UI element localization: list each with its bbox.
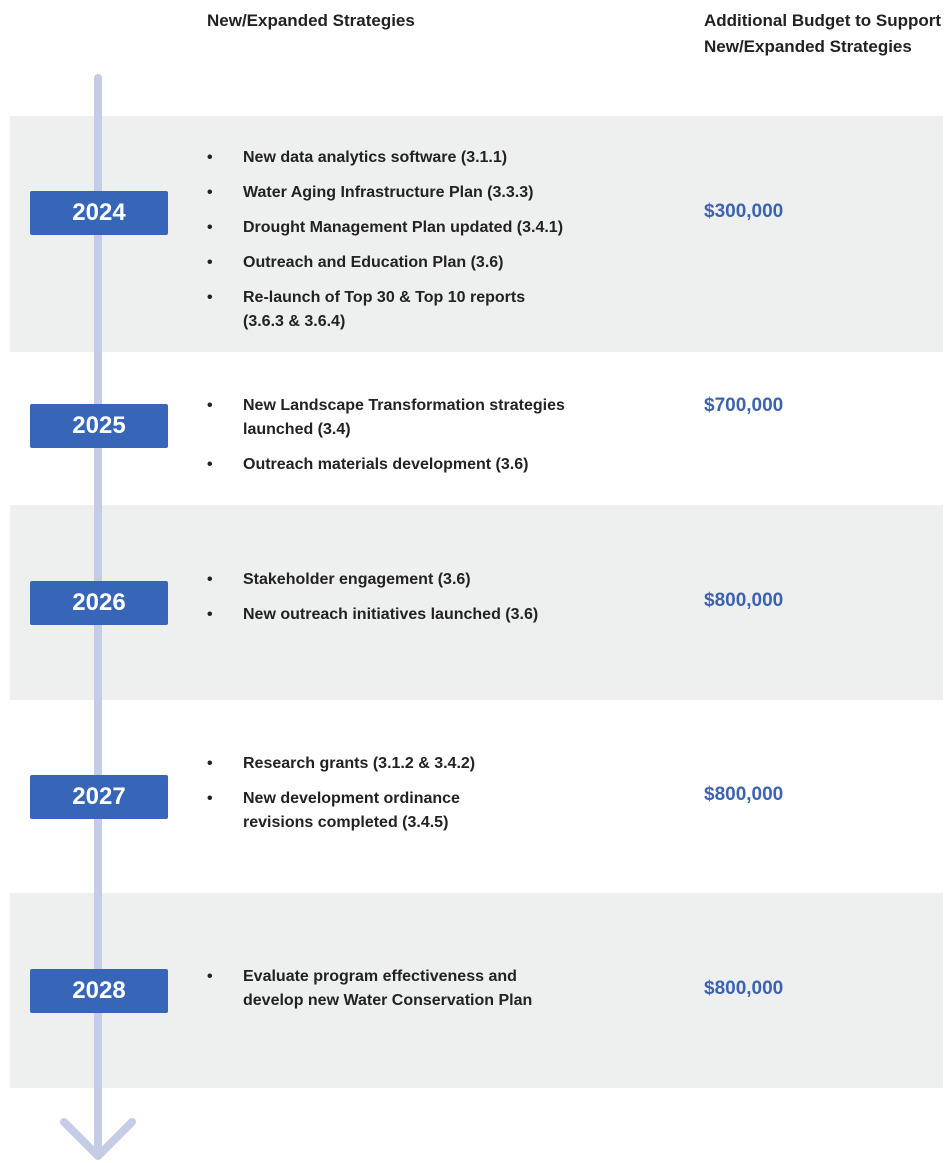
strategy-item: New Landscape Transformation strategies …	[205, 394, 565, 442]
strategy-item: Outreach and Education Plan (3.6)	[205, 251, 563, 275]
strategy-list: Stakeholder engagement (3.6) New outreach…	[205, 568, 538, 638]
budget-amount: $800,000	[704, 978, 784, 999]
arrow-head	[60, 1118, 136, 1160]
strategies-header: New/Expanded Strategies	[207, 11, 415, 30]
strategy-item: New data analytics software (3.1.1)	[205, 146, 563, 170]
strategy-item: Outreach materials development (3.6)	[205, 453, 565, 477]
budget-amount: $700,000	[704, 395, 784, 416]
strategy-item: New outreach initiatives launched (3.6)	[205, 603, 538, 627]
strategy-item: Evaluate program effectiveness and devel…	[205, 965, 532, 1013]
budget-amount: $800,000	[704, 784, 784, 805]
strategy-item: Research grants (3.1.2 & 3.4.2)	[205, 752, 475, 776]
year-badge: 2026	[30, 581, 168, 625]
strategy-list: New Landscape Transformation strategies …	[205, 394, 565, 488]
strategy-item: Drought Management Plan updated (3.4.1)	[205, 216, 563, 240]
budget-header: Additional Budget to Support New/Expande…	[704, 11, 942, 56]
budget-amount: $300,000	[704, 201, 784, 222]
strategy-item: Re-launch of Top 30 & Top 10 reports (3.…	[205, 286, 563, 334]
strategy-item: Water Aging Infrastructure Plan (3.3.3)	[205, 181, 563, 205]
strategy-item: New development ordinance revisions comp…	[205, 787, 475, 835]
year-badge: 2025	[30, 404, 168, 448]
year-badge: 2027	[30, 775, 168, 819]
year-badge: 2024	[30, 191, 168, 235]
strategy-list: Research grants (3.1.2 & 3.4.2) New devel…	[205, 752, 475, 846]
strategy-list: New data analytics software (3.1.1) Water…	[205, 146, 563, 345]
budget-amount: $800,000	[704, 590, 784, 611]
year-badge: 2028	[30, 969, 168, 1013]
strategy-item: Stakeholder engagement (3.6)	[205, 568, 538, 592]
strategy-list: Evaluate program effectiveness and devel…	[205, 965, 532, 1024]
